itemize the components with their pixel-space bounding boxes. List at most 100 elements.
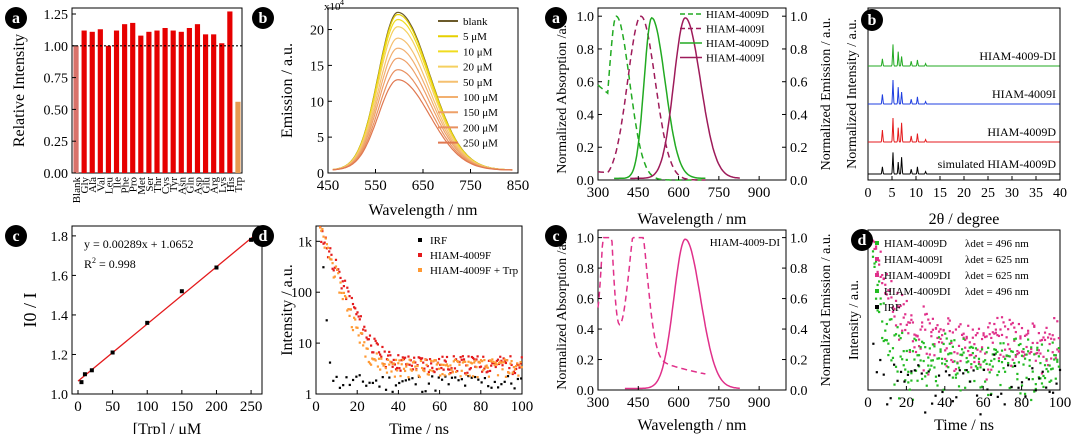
data-point xyxy=(457,379,460,382)
data-point xyxy=(410,364,413,367)
bar xyxy=(162,27,168,173)
bar xyxy=(235,101,241,173)
data-point xyxy=(420,357,424,360)
data-point xyxy=(973,343,976,346)
data-point xyxy=(348,383,351,387)
x-tick-label: 450 xyxy=(627,395,650,411)
data-point xyxy=(1019,342,1022,346)
data-point xyxy=(355,326,358,329)
y-tick-label: 1.4 xyxy=(51,309,69,324)
data-point xyxy=(435,363,438,366)
data-point xyxy=(997,370,1001,373)
data-point xyxy=(907,381,910,384)
x-tick-label: 200 xyxy=(205,399,228,415)
data-point xyxy=(365,384,368,387)
y-tick-label: 0.2 xyxy=(577,354,595,369)
data-point xyxy=(408,363,411,366)
data-point xyxy=(500,359,503,362)
data-point xyxy=(383,363,386,366)
data-point xyxy=(376,365,380,368)
data-point xyxy=(449,371,452,375)
data-point xyxy=(323,241,326,244)
data-point xyxy=(394,384,398,387)
data-point xyxy=(340,287,343,290)
data-point xyxy=(411,361,415,364)
bar xyxy=(73,45,79,173)
x-tick-label: Gln xyxy=(184,177,196,194)
x-tick-label: Thr xyxy=(152,177,164,193)
series-points xyxy=(868,239,1060,402)
data-point xyxy=(871,255,875,258)
data-point xyxy=(373,358,376,361)
data-point xyxy=(403,356,407,359)
data-point xyxy=(338,270,341,273)
data-point xyxy=(1011,321,1014,325)
data-point xyxy=(891,310,895,313)
data-point xyxy=(470,376,473,379)
data-point xyxy=(1031,341,1034,345)
data-point xyxy=(484,366,487,369)
data-point xyxy=(490,364,493,367)
data-point xyxy=(431,366,434,369)
data-point xyxy=(1019,335,1022,338)
legend-label: 5 μM xyxy=(463,31,487,43)
data-point xyxy=(1054,377,1057,380)
y-scale-label: x10 xyxy=(324,1,341,13)
data-point xyxy=(460,369,463,372)
series-line xyxy=(868,79,1060,105)
data-point xyxy=(1048,380,1051,383)
data-point xyxy=(951,360,954,364)
data-point xyxy=(339,281,342,284)
data-point xyxy=(510,359,513,363)
data-point xyxy=(471,375,475,378)
x-tick-label: 40 xyxy=(1053,186,1067,201)
data-point xyxy=(511,371,514,374)
data-point xyxy=(921,321,924,324)
data-point xyxy=(902,316,905,319)
data-point xyxy=(431,375,434,378)
data-point xyxy=(321,227,324,231)
data-point xyxy=(479,365,483,368)
data-point xyxy=(957,385,961,388)
data-point xyxy=(1043,376,1047,380)
data-point xyxy=(1017,351,1021,354)
x-tick-label: 600 xyxy=(667,185,690,201)
data-point xyxy=(337,272,340,275)
legend-label: 100 μM xyxy=(463,92,498,104)
data-point xyxy=(461,361,464,364)
data-point xyxy=(1031,322,1034,325)
data-point xyxy=(979,366,982,369)
x-tick-label: 900 xyxy=(748,185,771,201)
y-tick-label: 0.25 xyxy=(44,135,69,150)
data-point xyxy=(976,332,979,335)
data-point xyxy=(407,376,410,379)
data-point xyxy=(1038,377,1041,380)
data-point xyxy=(485,371,488,374)
data-point xyxy=(890,318,893,321)
data-point xyxy=(490,386,493,389)
data-point xyxy=(366,338,369,341)
data-point xyxy=(993,348,996,351)
data-point xyxy=(979,363,982,366)
data-point xyxy=(431,369,434,372)
data-point xyxy=(444,375,447,378)
data-point xyxy=(504,375,508,378)
data-point xyxy=(381,362,384,365)
data-point xyxy=(898,397,901,400)
data-point xyxy=(973,360,976,364)
data-point xyxy=(1002,355,1005,358)
data-point xyxy=(470,362,474,365)
data-point xyxy=(916,334,919,337)
data-point xyxy=(508,372,511,375)
data-point xyxy=(424,390,427,393)
data-point xyxy=(967,349,970,353)
data-point xyxy=(517,374,520,377)
data-point xyxy=(499,360,502,363)
data-point xyxy=(970,366,973,369)
x-tick-label: 30 xyxy=(1005,186,1019,201)
data-point xyxy=(347,290,350,293)
y-tick-label: 1.00 xyxy=(44,40,69,55)
data-point xyxy=(922,305,925,308)
data-point xyxy=(893,383,896,386)
x-tick-label: Phe xyxy=(120,177,132,194)
